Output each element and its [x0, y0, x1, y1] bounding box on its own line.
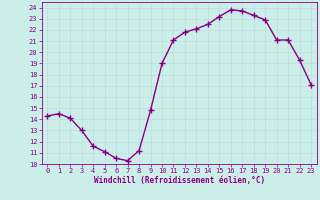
X-axis label: Windchill (Refroidissement éolien,°C): Windchill (Refroidissement éolien,°C): [94, 176, 265, 185]
